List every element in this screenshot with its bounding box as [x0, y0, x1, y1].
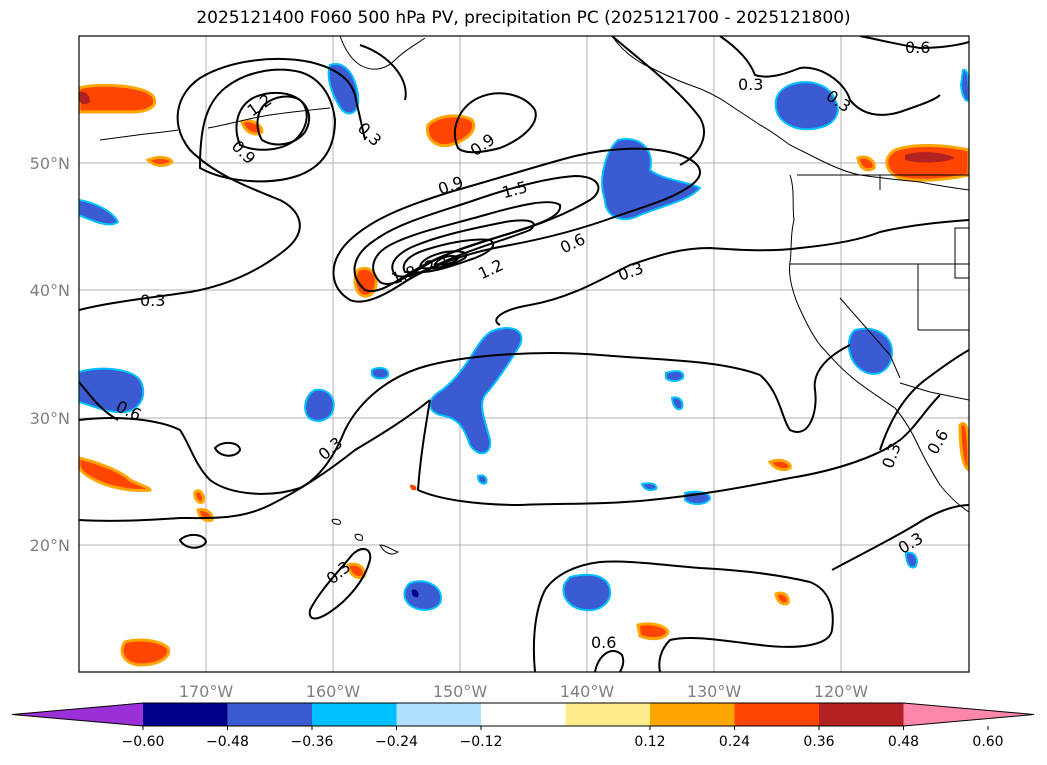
gridlines — [79, 36, 969, 672]
map-frame — [78, 35, 970, 673]
contour-label: 0.3 — [738, 75, 763, 94]
coastlines — [99, 36, 969, 555]
colorbar-tick-label: 0.36 — [803, 734, 834, 750]
chart-title: 2025121400 F060 500 hPa PV, precipitatio… — [196, 8, 851, 28]
pv-contours — [79, 36, 969, 672]
colorbar: −0.60 −0.48 −0.36 −0.24 −0.12 0.12 0.24 0.36 0.4… — [11, 702, 1035, 750]
colorbar-tick-label: 0.24 — [719, 734, 750, 750]
colorbar-tick-label: 0.48 — [888, 734, 919, 750]
lon-label: 150°W — [433, 682, 488, 701]
colorbar-segment — [312, 703, 397, 726]
colorbar-segment — [143, 703, 228, 726]
colorbar-segment — [481, 703, 566, 726]
lon-label: 170°W — [179, 682, 234, 701]
colorbar-extend-left — [12, 703, 143, 726]
colorbar-tick-label: −0.12 — [460, 734, 503, 750]
contour-label: 0.3 — [140, 291, 165, 310]
longitude-labels: 170°W 160°W 150°W 140°W 130°W 120°W — [179, 682, 869, 701]
contour-label: 0.6 — [591, 633, 616, 652]
colorbar-segment — [565, 703, 651, 726]
lon-label: 120°W — [814, 682, 869, 701]
colorbar-segment — [819, 703, 904, 726]
colorbar-segment — [734, 703, 820, 726]
colorbar-extend-right — [903, 703, 1034, 726]
lon-label: 130°W — [687, 682, 742, 701]
positive-precip-areas — [79, 83, 969, 667]
lat-label: 20°N — [30, 536, 70, 555]
contour-label: 0.6 — [905, 38, 930, 57]
lon-label: 160°W — [306, 682, 361, 701]
colorbar-segment — [396, 703, 482, 726]
colorbar-tick-label: 0.12 — [634, 734, 665, 750]
colorbar-segment — [650, 703, 735, 726]
colorbar-tick-label: 0.60 — [972, 734, 1003, 750]
latitude-labels: 50°N 40°N 30°N 20°N — [30, 154, 70, 555]
colorbar-segment — [227, 703, 313, 726]
colorbar-tick-label: −0.24 — [375, 734, 418, 750]
colorbar-tick-label: −0.36 — [291, 734, 334, 750]
borders — [790, 174, 969, 401]
lat-label: 30°N — [30, 409, 70, 428]
lat-label: 50°N — [30, 154, 70, 173]
lon-label: 140°W — [560, 682, 615, 701]
colorbar-tick-label: −0.60 — [122, 734, 165, 750]
colorbar-tick-label: −0.48 — [206, 734, 249, 750]
lat-label: 40°N — [30, 281, 70, 300]
negative-precip-areas — [79, 63, 969, 612]
